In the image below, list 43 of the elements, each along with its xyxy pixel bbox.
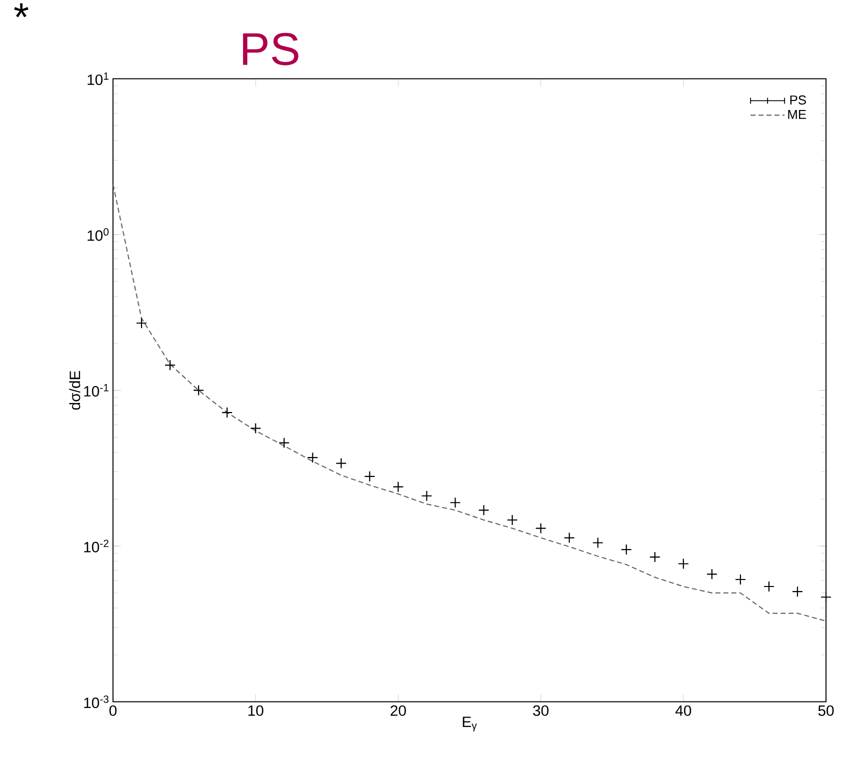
point [620, 544, 632, 556]
y-tick-label: 10$^{-1}$ [84, 384, 108, 397]
x-tick-label: 40 [675, 705, 692, 716]
point [193, 384, 204, 396]
x-tick-label: 20 [390, 705, 406, 716]
point [820, 592, 832, 603]
point [250, 422, 262, 434]
point [421, 490, 432, 502]
x-axis-title: E$_{γ}$ [462, 716, 477, 732]
y-tick-label: 10$^{1}$ [88, 72, 108, 86]
point [649, 552, 660, 563]
point [763, 581, 774, 592]
x-tick-label: 50 [818, 705, 834, 716]
point [307, 452, 318, 464]
point [478, 504, 490, 516]
point [506, 514, 518, 526]
x-tick-label: 10 [248, 705, 264, 716]
text: * [14, 3, 28, 18]
point [535, 522, 546, 534]
point [364, 470, 376, 482]
point [450, 497, 461, 508]
point [734, 574, 746, 586]
point [792, 586, 804, 598]
point [678, 558, 689, 570]
point [136, 318, 148, 329]
point [278, 437, 290, 448]
point [392, 481, 404, 492]
point [592, 537, 604, 548]
point [222, 407, 233, 418]
line-series [113, 184, 826, 622]
y-tick-label: 10$^{-3}$ [84, 696, 109, 708]
y-axis-title: dσ/dE [69, 371, 80, 410]
chart-title: PS [243, 32, 298, 66]
point [336, 458, 347, 469]
x-tick-label: 0 [109, 705, 117, 716]
point [706, 568, 718, 580]
y-tick-label: 10$^{0}$ [88, 228, 109, 241]
point [164, 360, 176, 371]
legend-label: PS [790, 96, 806, 105]
legend-label: ME [788, 110, 806, 119]
point [564, 532, 575, 544]
x-tick-label: 30 [533, 705, 549, 716]
y-tick-label: 10$^{-2}$ [84, 540, 108, 552]
